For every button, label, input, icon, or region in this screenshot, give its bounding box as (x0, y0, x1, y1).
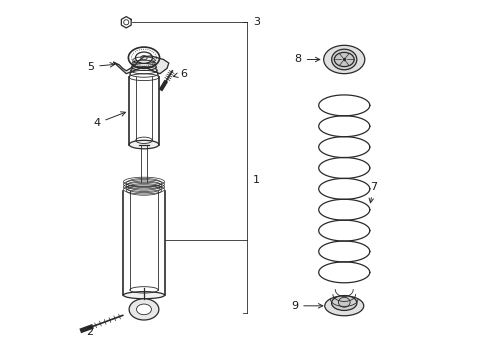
Ellipse shape (123, 292, 165, 299)
Text: 6: 6 (173, 69, 188, 79)
Text: 3: 3 (253, 17, 260, 27)
Text: 8: 8 (294, 54, 320, 64)
Text: 5: 5 (87, 62, 115, 72)
Polygon shape (114, 56, 169, 74)
Ellipse shape (334, 53, 354, 67)
Ellipse shape (339, 297, 350, 307)
Ellipse shape (325, 296, 364, 316)
Text: 9: 9 (291, 301, 323, 311)
Ellipse shape (129, 140, 159, 149)
Ellipse shape (137, 304, 151, 315)
Ellipse shape (332, 296, 357, 310)
Text: 7: 7 (369, 182, 377, 203)
Ellipse shape (324, 45, 365, 74)
Ellipse shape (129, 299, 159, 320)
Text: 1: 1 (253, 175, 260, 185)
Text: 4: 4 (93, 112, 125, 128)
Ellipse shape (332, 49, 357, 70)
Text: 2: 2 (86, 327, 93, 337)
